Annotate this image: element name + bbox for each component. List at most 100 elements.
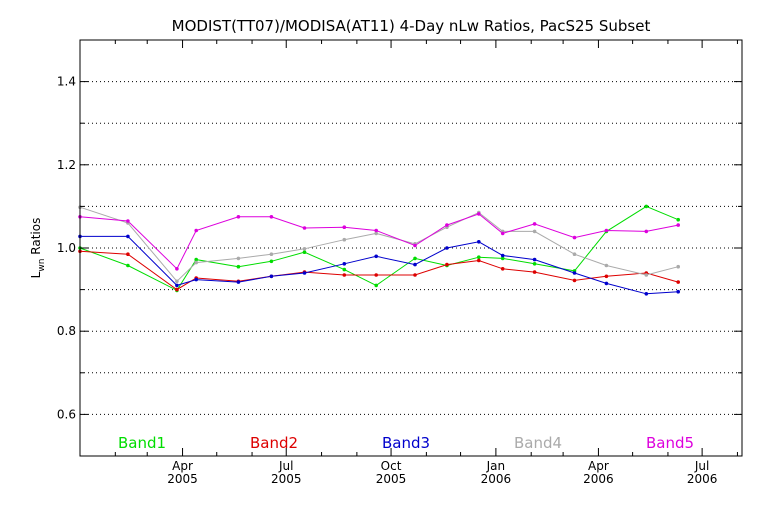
chart-title: MODIST(TT07)/MODISA(AT11) 4-Day nLw Rati…	[172, 17, 651, 35]
point-band3-15	[604, 281, 609, 286]
series-line-band2	[79, 250, 679, 291]
legend-band4: Band4	[514, 434, 562, 452]
point-band4-7	[342, 237, 347, 242]
point-band2-17	[676, 280, 680, 284]
x-tick-month-3: Jan	[486, 459, 506, 473]
point-band1-11	[477, 255, 481, 259]
point-band3-16	[644, 292, 649, 296]
series-line-band3	[80, 235, 679, 295]
point-band2-15	[604, 274, 609, 279]
point-band2-2	[175, 287, 179, 292]
point-band1-9	[413, 256, 417, 261]
point-band4-16	[644, 273, 649, 277]
point-band5-8	[374, 228, 379, 233]
point-band5-5	[269, 215, 274, 219]
point-band5-14	[572, 235, 577, 240]
point-band5-17	[676, 223, 680, 227]
point-band1-1	[126, 263, 130, 268]
point-band5-16	[644, 229, 649, 234]
legend: Band1 Band2 Band3 Band4 Band5	[118, 434, 694, 452]
x-tick-year-0: 2005	[167, 472, 198, 486]
point-band5-2	[175, 267, 179, 271]
x-tick-year-1: 2005	[271, 472, 302, 486]
point-band3-10	[445, 246, 449, 250]
point-band5-13	[532, 222, 537, 226]
point-band2-10	[445, 262, 449, 267]
legend-band3: Band3	[382, 434, 430, 452]
point-band2-13	[532, 270, 537, 274]
y-label-rest: Ratios	[29, 218, 43, 259]
x-tick-year-4: 2006	[583, 472, 614, 486]
point-band1-12	[500, 256, 505, 261]
point-band3-4	[236, 280, 241, 284]
point-band1-6	[302, 250, 307, 254]
legend-band1: Band1	[118, 434, 166, 452]
point-band2-11	[477, 258, 481, 263]
point-band3-14	[572, 271, 577, 275]
point-band4-4	[236, 256, 241, 261]
point-band4-5	[269, 252, 274, 256]
series-line-band4	[79, 206, 679, 283]
point-band3-1	[126, 234, 130, 239]
point-band3-2	[175, 283, 179, 288]
y-tick-label-2: 1.0	[57, 241, 76, 255]
point-band4-17	[676, 264, 680, 269]
x-tick-month-4: Apr	[588, 459, 609, 473]
point-band1-17	[676, 217, 680, 222]
point-band5-4	[236, 215, 241, 219]
point-band3-11	[477, 240, 481, 244]
point-band4-14	[572, 252, 577, 256]
point-band3-12	[500, 253, 505, 258]
point-band2-7	[342, 273, 347, 277]
point-band5-3	[194, 228, 198, 233]
series-lines	[79, 205, 679, 295]
point-band5-9	[413, 243, 417, 248]
y-tick-label-4: 1.4	[57, 75, 76, 89]
point-band4-2	[175, 279, 179, 284]
y-label-subscript: wn	[37, 259, 47, 272]
point-band1-5	[269, 259, 274, 264]
point-band2-1	[126, 252, 130, 256]
point-band2-14	[572, 278, 577, 283]
x-tick-year-3: 2006	[481, 472, 512, 486]
point-band4-3	[194, 260, 198, 265]
point-band4-13	[532, 229, 537, 234]
series-points	[78, 204, 680, 296]
point-band3-5	[269, 274, 274, 279]
point-band3-6	[302, 271, 307, 275]
series-line-band5	[79, 213, 679, 270]
point-band3-7	[342, 262, 347, 266]
point-band5-11	[477, 212, 481, 216]
y-axis-label: Lwn Ratios	[29, 218, 47, 279]
y-axis: 0.6 0.8 1.0 1.2 1.4	[57, 75, 742, 421]
plot-frame	[79, 39, 743, 457]
legend-band2: Band2	[250, 434, 298, 452]
point-band5-1	[126, 219, 130, 223]
x-tick-year-5: 2006	[687, 472, 718, 486]
point-band4-8	[374, 231, 379, 236]
x-tick-month-1: Jul	[278, 459, 293, 473]
y-tick-label-3: 1.2	[57, 158, 76, 172]
point-band1-7	[342, 267, 347, 272]
y-tick-label-0: 0.6	[57, 407, 76, 421]
y-tick-label-1: 0.8	[57, 324, 76, 338]
point-band1-4	[236, 264, 241, 269]
point-band4-15	[604, 263, 609, 268]
point-band1-16	[644, 204, 649, 209]
point-band5-15	[604, 228, 609, 233]
x-tick-month-2: Oct	[381, 459, 402, 473]
point-band3-8	[374, 254, 379, 259]
point-band1-13	[532, 262, 537, 266]
point-band5-7	[342, 225, 347, 229]
point-band4-6	[302, 247, 307, 251]
point-band5-12	[500, 231, 505, 236]
point-band2-9	[413, 273, 417, 277]
point-band5-6	[302, 226, 307, 230]
x-tick-month-0: Apr	[172, 459, 193, 473]
x-tick-month-5: Jul	[694, 459, 709, 473]
point-band1-3	[194, 257, 198, 262]
legend-band5: Band5	[646, 434, 694, 452]
point-band3-3	[194, 277, 198, 282]
x-axis: Apr2005Jul2005Oct2005Jan2006Apr2006Jul20…	[114, 40, 738, 486]
